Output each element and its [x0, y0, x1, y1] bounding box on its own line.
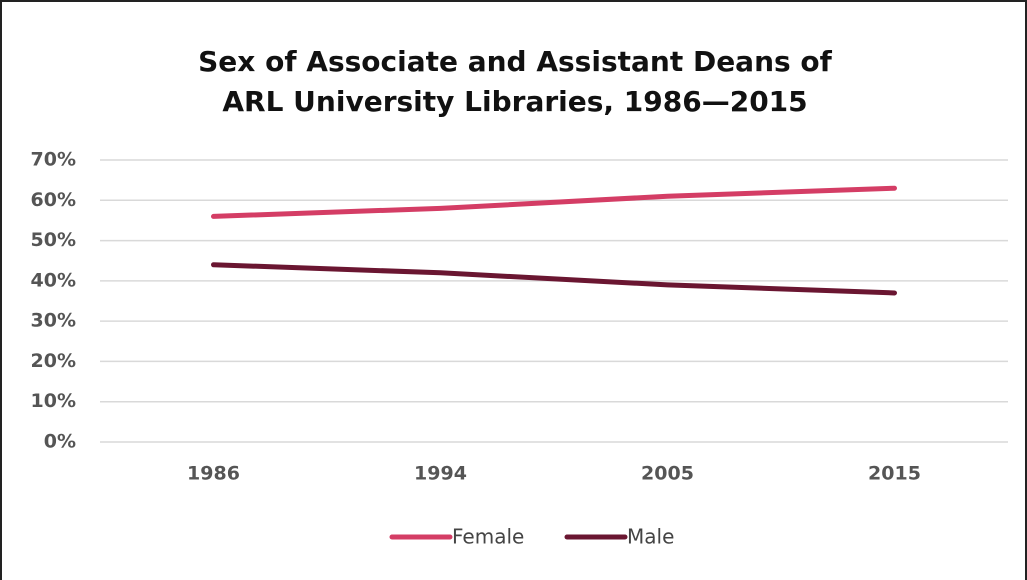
x-tick-label: 2005 — [641, 463, 694, 485]
y-tick-label: 10% — [31, 390, 76, 412]
x-tick-label: 2015 — [868, 463, 921, 485]
y-tick-label: 60% — [31, 189, 76, 211]
y-tick-label: 70% — [31, 149, 76, 171]
data-line — [211, 262, 897, 296]
y-tick-label: 40% — [31, 269, 76, 291]
legend-label: Female — [452, 525, 524, 549]
y-tick-label: 50% — [31, 229, 76, 251]
y-tick-label: 30% — [31, 310, 76, 332]
y-tick-label: 0% — [44, 431, 76, 453]
chart-title: Sex of Associate and Assistant Deans of … — [198, 45, 832, 118]
legend-label: Male — [627, 525, 674, 549]
x-tick-label: 1986 — [187, 463, 240, 485]
data-line — [211, 185, 897, 219]
y-tick-label: 20% — [31, 350, 76, 372]
x-tick-label: 1994 — [414, 463, 467, 485]
